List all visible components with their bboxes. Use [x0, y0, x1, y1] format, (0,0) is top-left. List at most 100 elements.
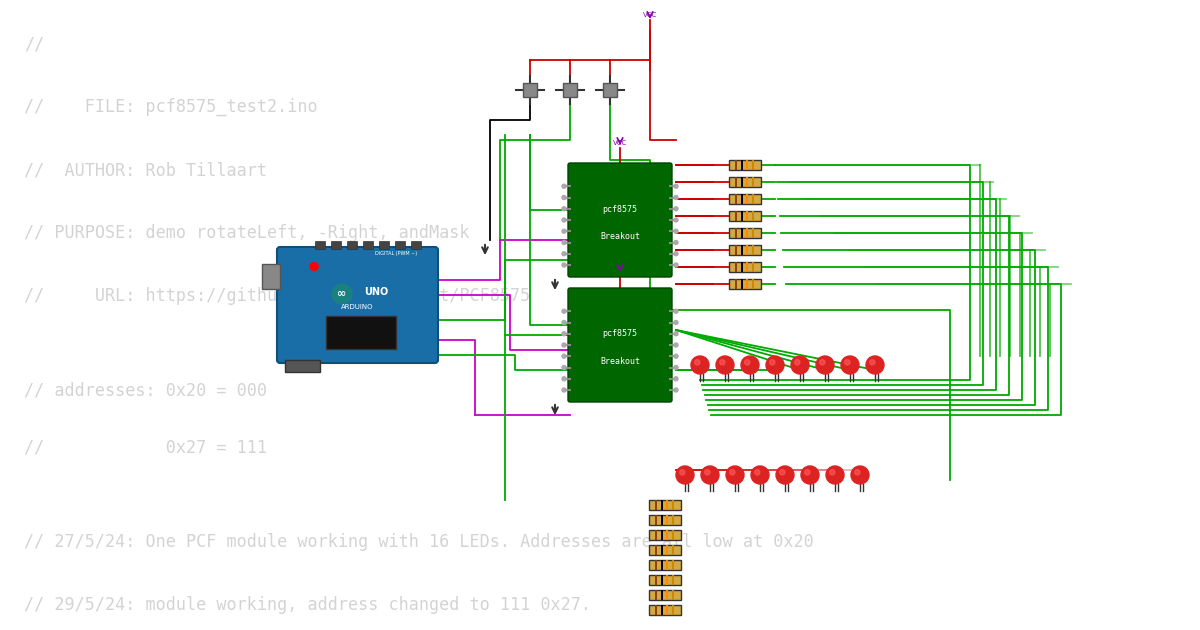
- Bar: [655, 560, 656, 570]
- Circle shape: [562, 309, 566, 313]
- Bar: [666, 530, 668, 540]
- Bar: [649, 530, 682, 540]
- Circle shape: [701, 466, 719, 484]
- Bar: [752, 160, 754, 170]
- Text: Breakout: Breakout: [600, 232, 640, 241]
- Bar: [661, 515, 662, 525]
- Bar: [666, 605, 668, 615]
- Circle shape: [742, 356, 760, 374]
- Bar: [734, 160, 737, 170]
- Bar: [262, 263, 280, 289]
- Bar: [661, 590, 662, 600]
- Bar: [730, 211, 761, 221]
- Circle shape: [674, 388, 678, 392]
- Bar: [752, 279, 754, 289]
- Bar: [734, 279, 737, 289]
- Bar: [740, 177, 743, 187]
- Circle shape: [730, 469, 734, 475]
- Bar: [655, 515, 656, 525]
- Circle shape: [674, 195, 678, 200]
- Text: Breakout: Breakout: [600, 357, 640, 366]
- Bar: [730, 160, 761, 170]
- Bar: [672, 590, 674, 600]
- Bar: [649, 545, 682, 555]
- Circle shape: [674, 332, 678, 336]
- Bar: [734, 228, 737, 238]
- Circle shape: [562, 343, 566, 347]
- Circle shape: [691, 356, 709, 374]
- Circle shape: [562, 388, 566, 392]
- Circle shape: [841, 356, 859, 374]
- Bar: [730, 279, 761, 289]
- Circle shape: [674, 354, 678, 358]
- Text: VCC: VCC: [613, 140, 628, 146]
- Circle shape: [562, 377, 566, 381]
- Circle shape: [769, 360, 775, 365]
- Circle shape: [816, 356, 834, 374]
- Bar: [410, 241, 421, 249]
- Circle shape: [870, 360, 875, 365]
- Bar: [734, 245, 737, 255]
- Bar: [326, 316, 396, 349]
- Circle shape: [562, 252, 566, 256]
- Circle shape: [866, 356, 884, 374]
- Circle shape: [674, 184, 678, 188]
- Circle shape: [780, 469, 785, 475]
- Bar: [314, 241, 325, 249]
- Circle shape: [851, 466, 869, 484]
- Circle shape: [679, 469, 685, 475]
- Bar: [752, 228, 754, 238]
- Bar: [649, 500, 682, 510]
- Bar: [602, 83, 617, 97]
- Bar: [523, 83, 538, 97]
- Bar: [661, 545, 662, 555]
- Circle shape: [676, 466, 694, 484]
- Bar: [661, 605, 662, 615]
- Text: // 29/5/24: module working, address changed to 111 0x27.: // 29/5/24: module working, address chan…: [24, 596, 592, 614]
- Bar: [730, 228, 761, 238]
- FancyBboxPatch shape: [568, 163, 672, 277]
- Bar: [672, 515, 674, 525]
- Circle shape: [674, 207, 678, 211]
- Bar: [746, 177, 749, 187]
- Bar: [672, 575, 674, 585]
- Circle shape: [755, 469, 760, 475]
- Text: UNO: UNO: [364, 287, 389, 297]
- Circle shape: [794, 360, 800, 365]
- Bar: [649, 590, 682, 600]
- Bar: [672, 545, 674, 555]
- Circle shape: [716, 356, 734, 374]
- Circle shape: [674, 343, 678, 347]
- FancyBboxPatch shape: [568, 288, 672, 402]
- Bar: [730, 262, 761, 272]
- Bar: [746, 279, 749, 289]
- Circle shape: [720, 360, 725, 365]
- Bar: [752, 211, 754, 221]
- Circle shape: [674, 377, 678, 381]
- Bar: [563, 83, 577, 97]
- Text: //: //: [24, 35, 44, 53]
- Bar: [649, 560, 682, 570]
- Circle shape: [562, 365, 566, 370]
- Text: //  AUTHOR: Rob Tillaart: // AUTHOR: Rob Tillaart: [24, 161, 266, 179]
- Bar: [752, 245, 754, 255]
- Circle shape: [562, 218, 566, 222]
- Bar: [740, 279, 743, 289]
- Bar: [666, 575, 668, 585]
- Bar: [746, 194, 749, 204]
- Bar: [752, 262, 754, 272]
- Bar: [331, 241, 341, 249]
- Bar: [746, 228, 749, 238]
- Circle shape: [776, 466, 794, 484]
- Text: pcf8575: pcf8575: [602, 329, 637, 338]
- Circle shape: [562, 229, 566, 233]
- Circle shape: [674, 263, 678, 267]
- Bar: [379, 241, 389, 249]
- Circle shape: [674, 241, 678, 244]
- Bar: [661, 530, 662, 540]
- Circle shape: [674, 309, 678, 313]
- Bar: [734, 177, 737, 187]
- Bar: [655, 605, 656, 615]
- Bar: [284, 360, 320, 372]
- Circle shape: [562, 184, 566, 188]
